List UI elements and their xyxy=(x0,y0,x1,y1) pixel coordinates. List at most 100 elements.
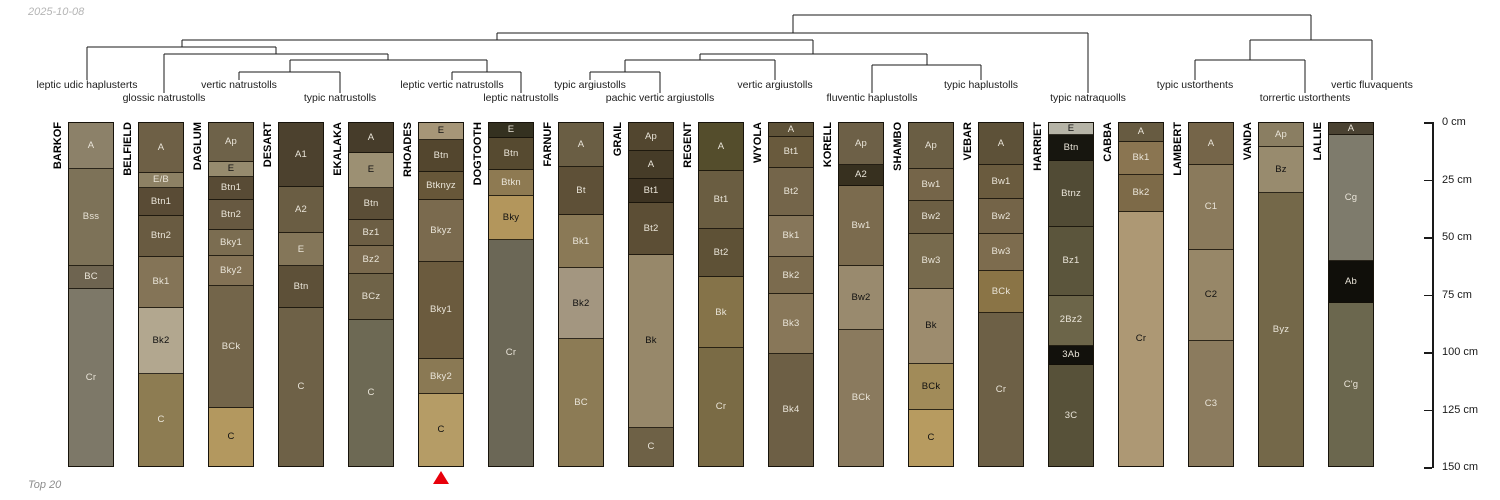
soil-horizon: A xyxy=(139,123,183,174)
horizon-label: Btn xyxy=(363,197,379,209)
horizon-label: BCz xyxy=(361,290,381,302)
horizon-label: A xyxy=(1137,126,1145,138)
dendrogram xyxy=(86,14,1373,93)
horizon-label: E xyxy=(227,163,235,175)
horizon-label: Bw2 xyxy=(921,211,941,223)
depth-tick xyxy=(1424,237,1432,239)
soil-column: A1 A2 E Btn C xyxy=(278,122,324,467)
depth-tick xyxy=(1424,294,1432,296)
soil-horizon: E xyxy=(419,123,463,140)
horizon-label: A1 xyxy=(294,148,308,160)
horizon-label: Byz xyxy=(1272,323,1290,335)
depth-tick-label: 75 cm xyxy=(1442,288,1472,301)
horizon-label: A2 xyxy=(294,204,308,216)
horizon-label: Bk xyxy=(715,306,727,318)
horizon-label: Btn1 xyxy=(220,181,242,193)
horizon-label: Bkyz xyxy=(430,224,452,236)
soil-horizon: Btn2 xyxy=(139,215,183,258)
horizon-label: A xyxy=(787,123,795,135)
horizon-label: Btkn xyxy=(501,176,521,188)
soil-horizon: Btn xyxy=(349,187,393,221)
soil-horizon: Bz2 xyxy=(349,246,393,275)
horizon-label: 3C xyxy=(1064,409,1078,421)
series-label: CABBA xyxy=(1102,122,1114,162)
horizon-label: Btn2 xyxy=(150,230,172,242)
soil-horizon: BCk xyxy=(909,363,953,410)
series-label: DAGLUM xyxy=(192,122,204,171)
soil-horizon: BCz xyxy=(349,274,393,320)
soil-horizon: BCk xyxy=(839,330,883,466)
soil-horizon: Bt1 xyxy=(769,137,813,168)
horizon-label: Ap xyxy=(644,130,658,142)
soil-horizon: Bw1 xyxy=(839,186,883,267)
horizon-label: Bw3 xyxy=(991,246,1011,258)
horizon-label: C xyxy=(157,414,165,426)
soil-horizon: Btn1 xyxy=(139,187,183,216)
horizon-label: Cg xyxy=(1344,191,1358,203)
horizon-label: C2 xyxy=(1204,289,1218,301)
horizon-label: Bz1 xyxy=(362,226,380,238)
soil-column: A Bt1 Bt2 Bk1 Bk2 Bk3 Bk4 xyxy=(768,122,814,467)
series-label: VANDA xyxy=(1242,122,1254,161)
soil-horizon: A xyxy=(629,151,673,180)
series-label: GRAIL xyxy=(612,122,624,157)
soil-horizon: E xyxy=(279,233,323,267)
horizon-label: A xyxy=(157,141,165,153)
series-label: WYOLA xyxy=(752,122,764,163)
soil-horizon: Bw1 xyxy=(909,168,953,202)
series-label: HARRIET xyxy=(1032,122,1044,171)
soil-horizon: Bw3 xyxy=(979,234,1023,272)
horizon-label: Btn xyxy=(433,149,449,161)
horizon-label: Bt1 xyxy=(783,146,799,158)
soil-horizon: Bk2 xyxy=(559,268,603,340)
taxon-label: glossic natrustolls xyxy=(122,92,206,104)
soil-horizon: Bz1 xyxy=(349,220,393,247)
taxon-label: typic argiustolls xyxy=(554,79,626,91)
soil-horizon: 3Ab xyxy=(1049,345,1093,365)
soil-horizon: Ab xyxy=(1329,261,1373,303)
horizon-label: E xyxy=(367,164,375,176)
soil-column: E Btn Btknyz Bkyz Bky1 Bky2 C xyxy=(418,122,464,467)
horizon-label: E xyxy=(1067,122,1075,134)
soil-horizon: Ap xyxy=(629,123,673,152)
depth-tick-label: 150 cm xyxy=(1442,461,1479,473)
soil-column: Ap Bz Byz xyxy=(1258,122,1304,467)
horizon-label: A xyxy=(997,137,1005,149)
horizon-label: C xyxy=(367,387,375,399)
soil-horizon: C xyxy=(909,409,953,467)
soil-horizon: C xyxy=(209,407,253,466)
horizon-label: E/B xyxy=(153,174,169,186)
soil-horizon: Bk2 xyxy=(769,257,813,295)
soil-horizon: Bss xyxy=(69,169,113,266)
series-label: VEBAR xyxy=(962,122,974,161)
soil-horizon: BC xyxy=(559,339,603,466)
taxon-label: pachic vertic argiustolls xyxy=(605,92,715,104)
soil-horizon: Bt1 xyxy=(699,171,743,229)
horizon-label: E xyxy=(297,243,305,255)
horizon-label: Btnz xyxy=(1061,187,1081,199)
horizon-label: Bk2 xyxy=(152,334,170,346)
soil-horizon: C xyxy=(279,307,323,467)
soil-horizon: Bkyz xyxy=(419,200,463,262)
soil-horizon: A2 xyxy=(279,187,323,234)
series-label: RHOADES xyxy=(402,122,414,178)
soil-horizon: Bt1 xyxy=(629,179,673,203)
soil-horizon: Bw3 xyxy=(909,233,953,289)
selected-series-marker-icon xyxy=(433,471,449,484)
horizon-label: BCk xyxy=(991,285,1011,297)
horizon-label: Ap xyxy=(1274,128,1288,140)
horizon-label: Bk1 xyxy=(572,235,590,247)
soil-horizon: Btn xyxy=(1049,135,1093,161)
horizon-label: Bky xyxy=(502,211,520,223)
taxon-label: leptic natrustolls xyxy=(483,92,559,104)
soil-horizon: Bk2 xyxy=(139,307,183,374)
horizon-label: Bss xyxy=(82,211,100,223)
horizon-label: Bt1 xyxy=(713,193,729,205)
horizon-label: Bw2 xyxy=(851,292,871,304)
soil-horizon: Cr xyxy=(69,289,113,466)
horizon-label: Bky1 xyxy=(220,236,242,248)
horizon-label: Bt2 xyxy=(643,222,659,234)
soil-horizon: A xyxy=(1189,123,1233,165)
soil-horizon: Ap xyxy=(909,123,953,169)
